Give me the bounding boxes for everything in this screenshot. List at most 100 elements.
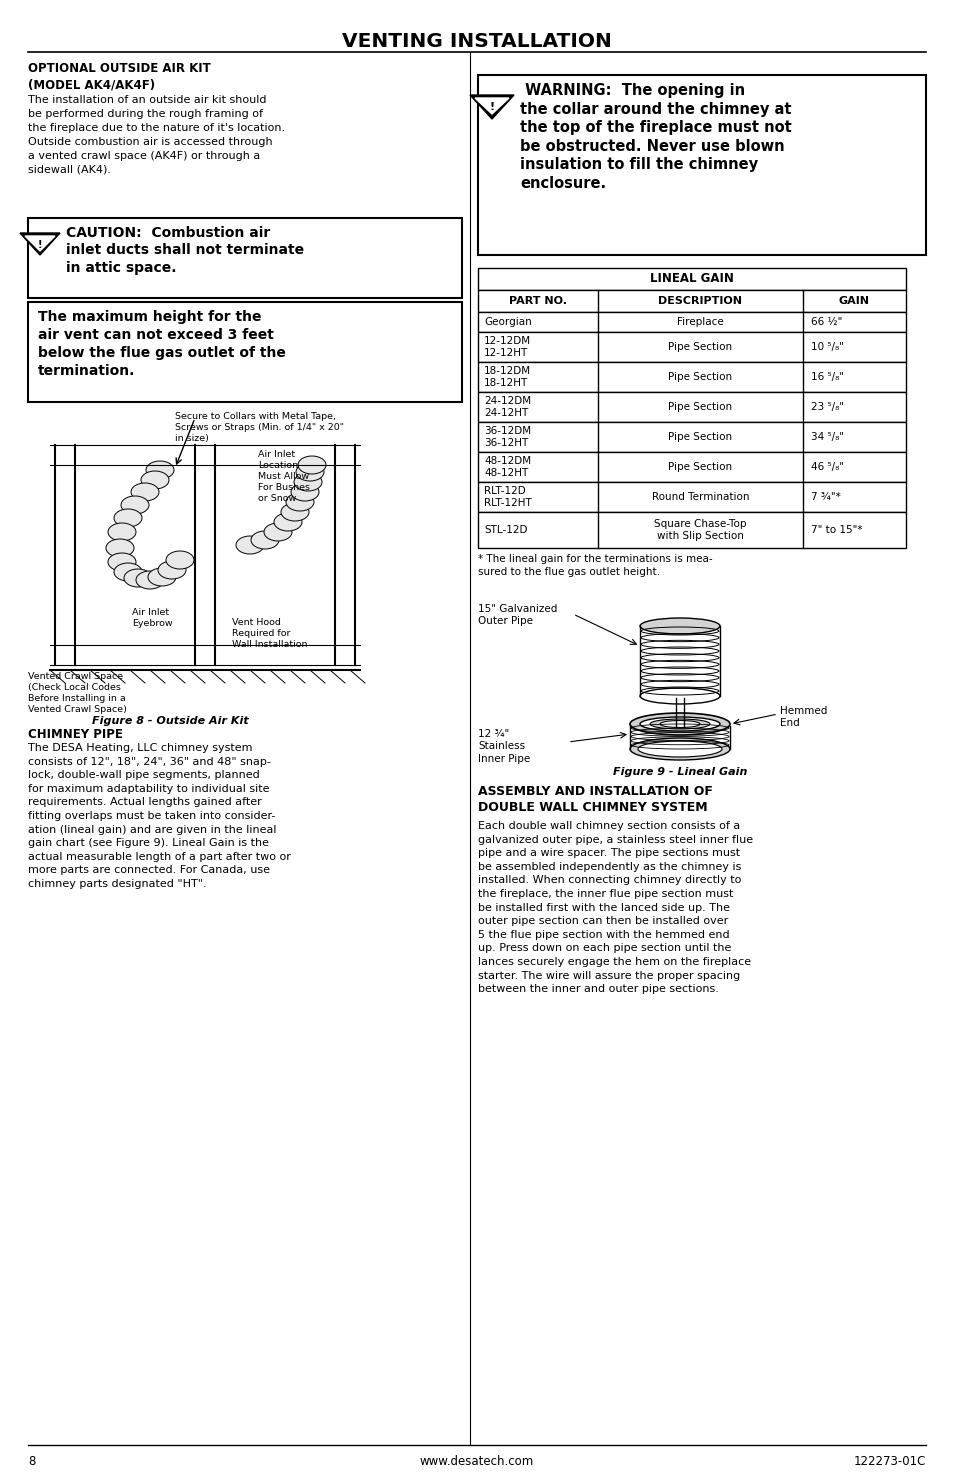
Text: 15" Galvanized
Outer Pipe: 15" Galvanized Outer Pipe [477,603,557,627]
Ellipse shape [108,524,136,541]
Ellipse shape [281,503,309,521]
Text: 48-12DM
48-12HT: 48-12DM 48-12HT [483,456,531,478]
Text: !: ! [38,240,42,249]
Ellipse shape [639,687,720,704]
Text: OPTIONAL OUTSIDE AIR KIT
(MODEL AK4/AK4F): OPTIONAL OUTSIDE AIR KIT (MODEL AK4/AK4F… [28,62,211,91]
Text: Figure 9 - Lineal Gain: Figure 9 - Lineal Gain [612,767,746,777]
Text: Hemmed
End: Hemmed End [780,707,826,729]
Ellipse shape [108,553,136,571]
Text: Square Chase-Top
with Slip Section: Square Chase-Top with Slip Section [654,519,746,541]
Ellipse shape [629,712,729,735]
Text: DESCRIPTION: DESCRIPTION [658,296,741,305]
Ellipse shape [141,471,169,490]
Ellipse shape [638,740,721,757]
Ellipse shape [274,513,302,531]
Ellipse shape [146,462,173,479]
Ellipse shape [264,524,292,541]
Text: 46 ⁵/₈": 46 ⁵/₈" [810,462,843,472]
Text: * The lineal gain for the terminations is mea-
sured to the flue gas outlet heig: * The lineal gain for the terminations i… [477,555,712,577]
Bar [477,313,905,332]
Bar [477,332,905,361]
Bar [477,422,905,451]
Text: Vented Crawl Space
(Check Local Codes
Before Installing in a
Vented Crawl Space): Vented Crawl Space (Check Local Codes Be… [28,673,127,714]
Text: Round Termination: Round Termination [651,493,748,502]
Text: 122273-01C: 122273-01C [853,1454,925,1468]
Text: WARNING:  The opening in
the collar around the chimney at
the top of the firepla: WARNING: The opening in the collar aroun… [519,83,791,190]
Ellipse shape [113,509,142,527]
Bar [477,392,905,422]
Text: Vent Hood
Required for
Wall Installation: Vent Hood Required for Wall Installation [232,618,307,649]
Polygon shape [20,233,60,255]
Ellipse shape [113,563,142,581]
Ellipse shape [124,569,152,587]
Text: 7" to 15"*: 7" to 15"* [810,525,862,535]
Text: 18-12DM
18-12HT: 18-12DM 18-12HT [483,366,531,388]
Text: Air Inlet
Eyebrow: Air Inlet Eyebrow [132,608,172,628]
Ellipse shape [297,456,326,473]
Text: Fireplace: Fireplace [677,317,723,327]
Ellipse shape [235,535,264,555]
Text: Pipe Section: Pipe Section [668,462,732,472]
Bar [477,482,905,512]
Bar [477,291,905,313]
Text: www.desatech.com: www.desatech.com [419,1454,534,1468]
Text: The DESA Heating, LLC chimney system
consists of 12", 18", 24", 36" and 48" snap: The DESA Heating, LLC chimney system con… [28,743,291,889]
Text: CHIMNEY PIPE: CHIMNEY PIPE [28,729,123,740]
Polygon shape [25,236,55,251]
Ellipse shape [639,717,720,732]
Text: STL-12D: STL-12D [483,525,527,535]
Text: Pipe Section: Pipe Section [668,372,732,382]
Ellipse shape [659,720,700,727]
Bar [477,451,905,482]
Ellipse shape [649,718,709,729]
Ellipse shape [295,463,324,481]
Ellipse shape [639,618,720,634]
Text: ASSEMBLY AND INSTALLATION OF
DOUBLE WALL CHIMNEY SYSTEM: ASSEMBLY AND INSTALLATION OF DOUBLE WALL… [477,785,712,814]
Text: Pipe Section: Pipe Section [668,342,732,353]
Text: PART NO.: PART NO. [509,296,566,305]
Text: Georgian: Georgian [483,317,531,327]
Text: Pipe Section: Pipe Section [668,403,732,412]
Polygon shape [475,97,509,114]
Text: CAUTION:  Combustion air
inlet ducts shall not terminate
in attic space.: CAUTION: Combustion air inlet ducts shal… [66,226,304,274]
Bar [28,218,461,298]
Bar [28,302,461,403]
Text: 10 ⁵/₈": 10 ⁵/₈" [810,342,843,353]
Polygon shape [470,94,514,119]
Ellipse shape [158,560,186,580]
Ellipse shape [121,496,149,513]
Bar [477,361,905,392]
Ellipse shape [294,473,322,491]
Ellipse shape [166,552,193,569]
Text: The installation of an outside air kit should
be performed during the rough fram: The installation of an outside air kit s… [28,94,285,176]
Ellipse shape [286,493,314,510]
Bar [477,268,905,291]
Text: 7 ¾"*: 7 ¾"* [810,493,840,502]
Text: !: ! [489,102,494,112]
Text: 12 ¾"
Stainless
Inner Pipe: 12 ¾" Stainless Inner Pipe [477,729,530,764]
Text: 24-12DM
24-12HT: 24-12DM 24-12HT [483,395,531,417]
Text: Pipe Section: Pipe Section [668,432,732,442]
Text: 23 ⁵/₈": 23 ⁵/₈" [810,403,843,412]
Ellipse shape [131,482,159,502]
Ellipse shape [136,571,164,589]
Text: 8: 8 [28,1454,35,1468]
Ellipse shape [291,482,318,502]
Bar [477,75,925,255]
Text: RLT-12D
RLT-12HT: RLT-12D RLT-12HT [483,485,531,507]
Text: Air Inlet
Location
Must Allow
For Bushes
or Snow: Air Inlet Location Must Allow For Bushes… [257,450,310,503]
Text: LINEAL GAIN: LINEAL GAIN [649,273,733,286]
Text: Figure 8 - Outside Air Kit: Figure 8 - Outside Air Kit [91,715,248,726]
Text: 16 ⁵/₈": 16 ⁵/₈" [810,372,843,382]
Ellipse shape [148,568,175,586]
Ellipse shape [251,531,278,549]
Text: 66 ½": 66 ½" [810,317,841,327]
Ellipse shape [106,538,133,558]
Text: 34 ⁵/₈": 34 ⁵/₈" [810,432,843,442]
Ellipse shape [629,738,729,760]
Text: Each double wall chimney section consists of a
galvanized outer pipe, a stainles: Each double wall chimney section consist… [477,822,752,994]
Bar [477,512,905,549]
Text: Secure to Collars with Metal Tape,
Screws or Straps (Min. of 1/4" x 20"
in size): Secure to Collars with Metal Tape, Screw… [174,412,344,442]
Text: 12-12DM
12-12HT: 12-12DM 12-12HT [483,336,531,358]
Text: GAIN: GAIN [838,296,869,305]
